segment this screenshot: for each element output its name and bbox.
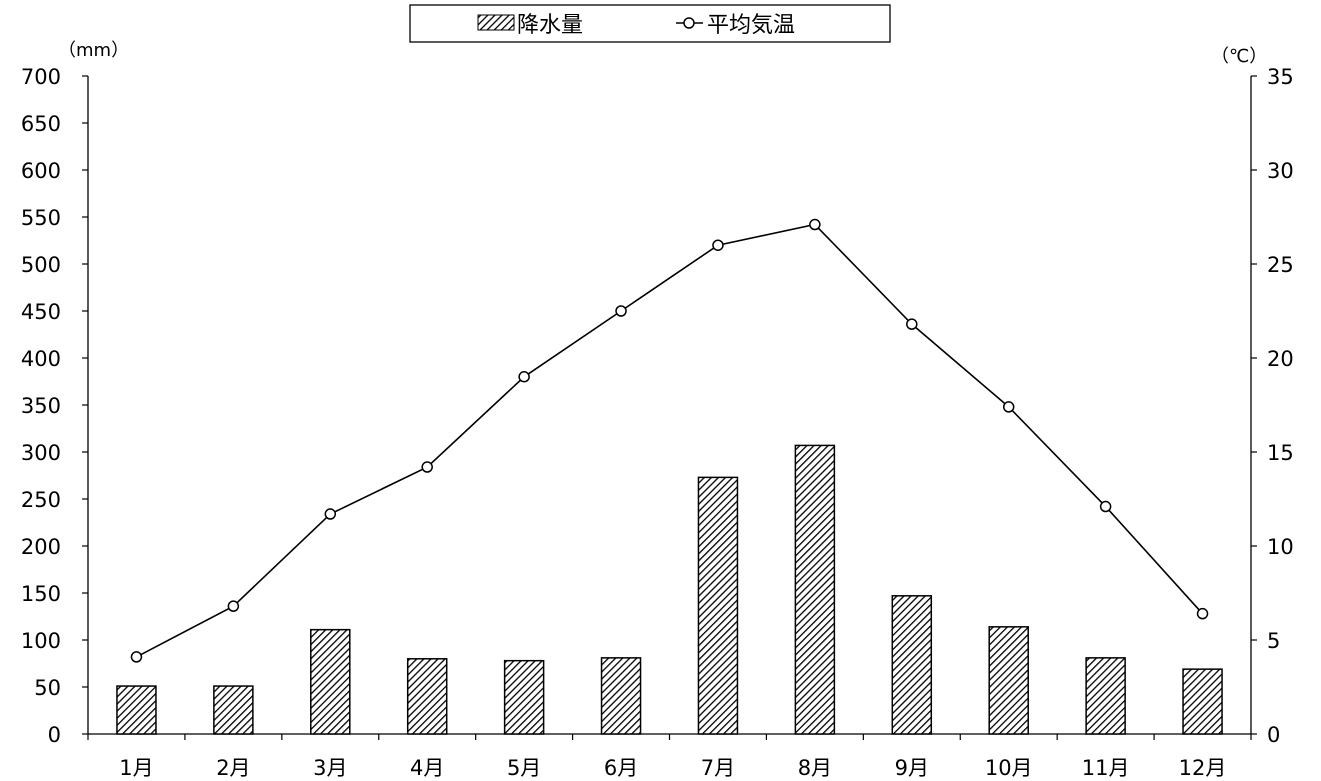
temperature-point [615,305,627,317]
x-tick-label: 1月 [119,756,153,780]
x-tick-label: 8月 [798,756,832,780]
left-tick-label: 200 [21,535,61,559]
left-tick-label: 300 [21,441,61,465]
x-tick-label: 12月 [1179,756,1227,780]
temperature-line-series [130,218,1209,663]
left-tick-label: 700 [21,65,61,89]
precipitation-bar [503,659,545,735]
legend-swatch-precipitation [477,14,515,31]
precipitation-bar [600,657,642,735]
left-axis-ticks: 0 50 100 150 200 250 300 350 400 450 500 550 600 650 7… [21,65,88,747]
temperature-point [712,239,724,251]
left-tick-label: 400 [21,347,61,371]
legend-label-temperature: 平均気温 [707,13,795,38]
right-tick-label: 25 [1267,253,1294,277]
temperature-point [906,318,918,330]
right-axis-unit: （℃） [1211,46,1267,67]
left-tick-label: 0 [48,723,61,747]
temperature-point [518,371,530,383]
x-tick-label: 7月 [701,756,735,780]
x-tick-label: 6月 [604,756,638,780]
left-tick-label: 50 [34,676,61,700]
precipitation-bar [1085,657,1126,735]
precipitation-bar [794,444,836,735]
left-tick-label: 150 [21,582,61,606]
precipitation-bar [406,658,448,735]
temperature-point [1196,607,1209,620]
right-tick-label: 35 [1267,65,1294,89]
precipitation-bar [1182,668,1223,735]
left-tick-label: 450 [21,300,61,324]
right-tick-label: 30 [1267,159,1294,183]
temperature-line [136,223,1204,658]
x-tick-label: 9月 [895,756,929,780]
precipitation-bar [697,476,739,735]
temperature-point [421,461,433,473]
left-tick-label: 550 [21,206,61,230]
left-tick-label: 500 [21,253,61,277]
legend: 降水量 平均気温 [409,4,891,43]
right-tick-label: 15 [1267,441,1294,465]
temperature-point [1002,401,1015,413]
temperature-point [227,600,240,612]
right-tick-label: 10 [1267,535,1294,559]
precipitation-bar [213,685,254,735]
x-tick-label: 11月 [1082,756,1130,780]
right-tick-label: 20 [1267,347,1294,371]
right-axis-ticks: 0 5 10 15 20 25 30 35 [1251,65,1294,747]
left-tick-label: 250 [21,488,61,512]
legend-swatch-temperature-marker [683,17,695,29]
legend-label-precipitation: 降水量 [517,13,583,38]
x-tick-label: 2月 [216,756,250,780]
left-tick-label: 100 [21,629,61,653]
precipitation-bar [988,626,1029,735]
x-tick-label: 4月 [410,756,444,780]
right-tick-label: 0 [1267,723,1280,747]
temperature-point [809,218,821,231]
left-axis-unit: （mm） [58,40,129,61]
temperature-point [324,508,337,520]
x-tick-label: 5月 [507,756,541,780]
precipitation-bar [310,628,351,735]
x-axis-ticks: 1月 2月 3月 4月 5月 6月 7月 8月 9月 10月 11月 12月 [87,734,1252,780]
precipitation-bars [116,444,1223,735]
temperature-point [1099,500,1112,513]
precipitation-bar [116,685,157,735]
right-tick-label: 5 [1267,629,1280,653]
x-tick-label: 10月 [985,756,1033,780]
left-tick-label: 350 [21,394,61,418]
x-tick-label: 3月 [313,756,347,780]
left-tick-label: 600 [21,159,61,183]
precipitation-bar [891,595,933,735]
left-tick-label: 650 [21,112,61,136]
temperature-point [130,651,143,663]
